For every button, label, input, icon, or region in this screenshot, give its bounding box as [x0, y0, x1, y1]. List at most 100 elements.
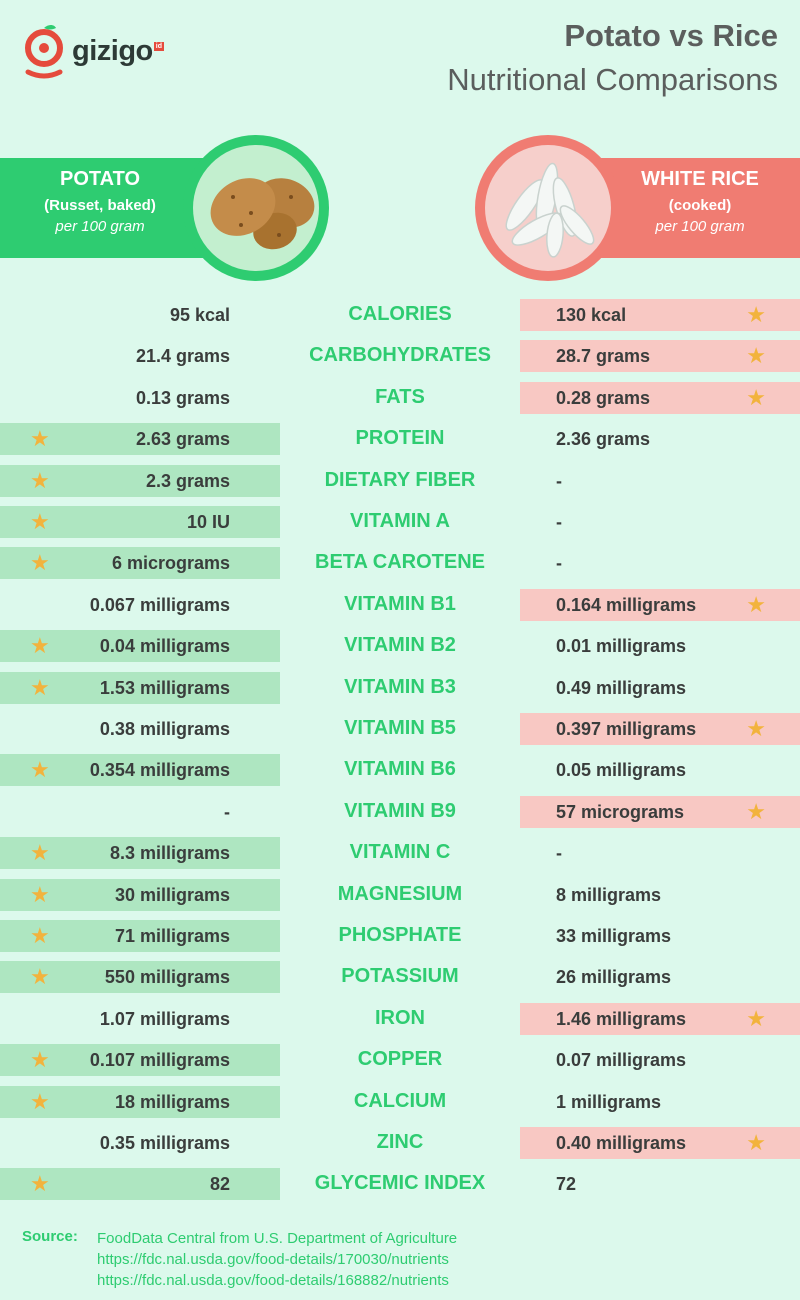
rice-value-cell: -: [520, 547, 800, 579]
source-link-potato[interactable]: https://fdc.nal.usda.gov/food-details/17…: [97, 1251, 449, 1268]
nutrient-label: MAGNESIUM: [337, 883, 463, 905]
star-icon: ★: [746, 385, 766, 410]
rice-value-cell: 72: [520, 1168, 800, 1200]
potato-value-cell: ★ 6 micrograms: [0, 547, 280, 579]
rice-value-cell: 33 milligrams: [520, 920, 800, 952]
table-row: ★ 2.3 grams DIETARY FIBER -: [0, 465, 800, 497]
star-icon: ★: [30, 964, 50, 989]
potato-value: 0.38 milligrams: [99, 719, 230, 739]
rice-value: -: [556, 553, 562, 573]
potato-value: 0.13 grams: [135, 388, 230, 408]
page-subtitle: Nutritional Comparisons: [447, 62, 778, 97]
nutrient-label: CALCIUM: [353, 1090, 447, 1112]
potato-value: 6 micrograms: [111, 553, 230, 573]
potato-value-cell: 0.067 milligrams: [0, 589, 280, 621]
rice-serving: per 100 gram: [655, 218, 745, 235]
header: gizigo id Potato vs Rice Nutritional Com…: [0, 0, 800, 120]
gizigo-logo[interactable]: gizigo id: [22, 22, 164, 80]
star-icon: ★: [746, 343, 766, 368]
nutrient-label: GLYCEMIC INDEX: [314, 1172, 486, 1194]
star-icon: ★: [746, 799, 766, 824]
rice-value: 0.01 milligrams: [556, 636, 687, 656]
rice-value-cell: 1.46 milligrams ★: [520, 1003, 800, 1035]
potato-value-cell: 1.07 milligrams: [0, 1003, 280, 1035]
potato-value: 21.4 grams: [135, 346, 230, 366]
table-row: 1.07 milligrams IRON 1.46 milligrams ★: [0, 1003, 800, 1035]
potato-value: 95 kcal: [169, 305, 230, 325]
potato-value-cell: ★ 10 IU: [0, 506, 280, 538]
rice-value-cell: 0.01 milligrams: [520, 630, 800, 662]
rice-value: -: [556, 512, 562, 532]
nutrient-label: VITAMIN B3: [344, 676, 456, 698]
rice-value: 28.7 grams: [556, 346, 651, 366]
table-row: ★ 0.107 milligrams COPPER 0.07 milligrams: [0, 1044, 800, 1076]
rice-value-cell: 0.05 milligrams: [520, 754, 800, 786]
rice-value-cell: 130 kcal ★: [520, 299, 800, 331]
potato-icon: [210, 178, 315, 250]
table-row: 95 kcal CALORIES 130 kcal ★: [0, 299, 800, 331]
rice-value: 0.07 milligrams: [556, 1050, 687, 1070]
star-icon: ★: [30, 757, 50, 782]
potato-value: 0.04 milligrams: [99, 636, 230, 656]
potato-value-cell: ★ 0.04 milligrams: [0, 630, 280, 662]
brand-name: gizigo: [72, 34, 153, 67]
rice-value-cell: 57 micrograms ★: [520, 796, 800, 828]
rice-value: 0.05 milligrams: [556, 760, 687, 780]
nutrient-label: VITAMIN B6: [344, 758, 456, 780]
source-link-rice[interactable]: https://fdc.nal.usda.gov/food-details/16…: [97, 1272, 449, 1289]
potato-value-cell: 95 kcal: [0, 299, 280, 331]
potato-value-cell: 0.38 milligrams: [0, 713, 280, 745]
potato-value-cell: ★ 82: [0, 1168, 280, 1200]
rice-value: 26 milligrams: [556, 967, 672, 987]
nutrient-label: CARBOHYDRATES: [309, 344, 491, 366]
table-row: ★ 0.04 milligrams VITAMIN B2 0.01 milligram…: [0, 630, 800, 662]
rice-value-cell: 28.7 grams ★: [520, 340, 800, 372]
potato-value-cell: ★ 30 milligrams: [0, 879, 280, 911]
star-icon: ★: [746, 302, 766, 327]
potato-value-cell: ★ 18 milligrams: [0, 1086, 280, 1118]
potato-value-cell: ★ 2.63 grams: [0, 423, 280, 455]
star-icon: ★: [30, 1047, 50, 1072]
rice-value: 33 milligrams: [556, 926, 672, 946]
star-icon: ★: [30, 509, 50, 534]
potato-value-cell: ★ 0.107 milligrams: [0, 1044, 280, 1076]
nutrient-label: VITAMIN B9: [344, 800, 456, 822]
star-icon: ★: [30, 550, 50, 575]
potato-value: 0.354 milligrams: [89, 760, 230, 780]
potato-value: 550 milligrams: [104, 967, 230, 987]
star-icon: ★: [30, 840, 50, 865]
table-row: ★ 2.63 grams PROTEIN 2.36 grams: [0, 423, 800, 455]
rice-value: -: [556, 471, 562, 491]
rice-value-cell: 2.36 grams: [520, 423, 800, 455]
source-label: Source:: [22, 1228, 78, 1245]
star-icon: ★: [30, 923, 50, 948]
table-row: 0.35 milligrams ZINC 0.40 milligrams ★: [0, 1127, 800, 1159]
brand-suffix: id: [153, 41, 164, 51]
table-row: ★ 550 milligrams POTASSIUM 26 milligrams: [0, 961, 800, 993]
nutrient-label: FATS: [375, 386, 425, 408]
potato-value: 2.63 grams: [135, 429, 230, 449]
rice-value-cell: 8 milligrams: [520, 879, 800, 911]
rice-value-cell: 0.397 milligrams ★: [520, 713, 800, 745]
star-icon: ★: [30, 675, 50, 700]
table-row: ★ 30 milligrams MAGNESIUM 8 milligrams: [0, 879, 800, 911]
nutrient-label: POTASSIUM: [341, 965, 459, 987]
rice-value: 1.46 milligrams: [556, 1009, 687, 1029]
table-row: 0.38 milligrams VITAMIN B5 0.397 milligram…: [0, 713, 800, 745]
potato-value: 0.067 milligrams: [89, 595, 230, 615]
rice-subtitle: (cooked): [668, 197, 732, 214]
potato-value-cell: ★ 550 milligrams: [0, 961, 280, 993]
rice-value-cell: -: [520, 506, 800, 538]
table-row: ★ 0.354 milligrams VITAMIN B6 0.05 milligra…: [0, 754, 800, 786]
potato-value: 0.35 milligrams: [99, 1133, 230, 1153]
rice-image-circle: [475, 135, 621, 281]
potato-value: 1.07 milligrams: [99, 1009, 230, 1029]
source-name: FoodData Central from U.S. Department of…: [97, 1230, 458, 1247]
rice-grain-icon: [505, 162, 595, 258]
table-row: 21.4 grams CARBOHYDRATES 28.7 grams ★: [0, 340, 800, 372]
nutrient-label: CALORIES: [348, 303, 452, 325]
rice-value: 72: [556, 1174, 577, 1194]
potato-value: 30 milligrams: [114, 885, 230, 905]
table-row: ★ 1.53 milligrams VITAMIN B3 0.49 milligram…: [0, 672, 800, 704]
potato-value: 2.3 grams: [145, 471, 230, 491]
